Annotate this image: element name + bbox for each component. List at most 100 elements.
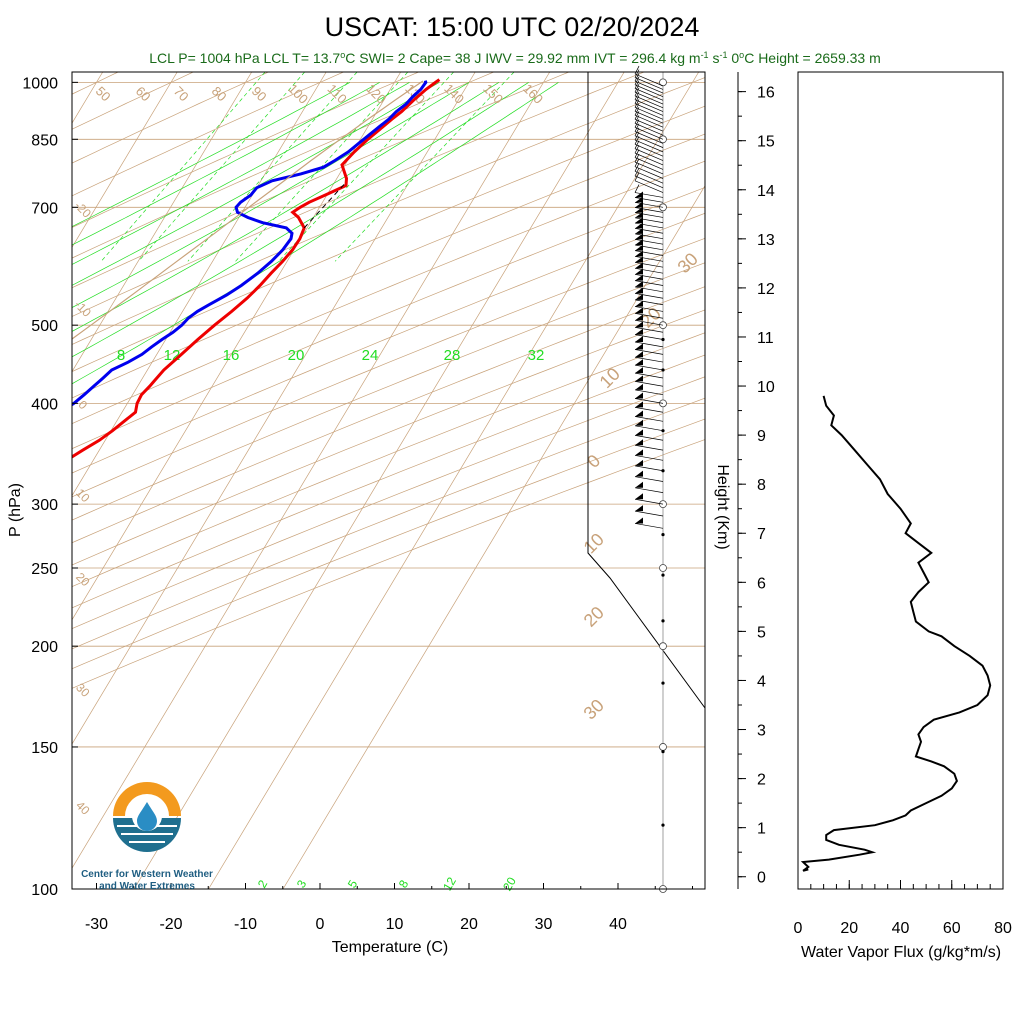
moist-adiabat-line (72, 82, 410, 265)
wind-barb (634, 228, 664, 234)
wind-barb-feather (634, 69, 640, 78)
isotherm-label: 10 (580, 529, 608, 557)
wind-barb (634, 293, 664, 299)
x-tick-label: 40 (609, 916, 627, 933)
wind-barb-feather (634, 103, 640, 112)
mixing-ratio-label: 20 (288, 347, 305, 364)
moist-adiabat-line (72, 82, 559, 385)
height-tick-label: 7 (757, 526, 766, 543)
wind-barb (634, 222, 664, 229)
flux-x-tick-label: 40 (892, 920, 910, 937)
wind-barb-flag (635, 375, 643, 382)
height-tick-label: 6 (757, 575, 766, 592)
wind-barb-flag (635, 217, 643, 224)
wind-barb (634, 144, 664, 157)
wind-barb-flag (635, 343, 643, 350)
wind-barb (634, 95, 664, 109)
wind-barb (634, 327, 664, 333)
wind-barb (634, 161, 664, 175)
wind-barb (634, 381, 664, 387)
dry-adiabat-line (72, 72, 570, 289)
wind-barb (634, 84, 664, 97)
wind-barb-flag (635, 493, 643, 500)
wind-barb (634, 398, 664, 404)
moist-adiabat-line (72, 82, 380, 246)
moist-adiabat-line (72, 82, 440, 286)
flux-x-tick-label: 80 (994, 920, 1012, 937)
skew-t-background-lines (72, 72, 705, 889)
wind-barb-flag (635, 481, 643, 488)
mixing-ratio-line (334, 72, 515, 262)
x-tick-label: -30 (85, 916, 108, 933)
isotherm-label: 120 (363, 81, 389, 107)
wind-barb-flag (635, 335, 643, 342)
y-tick-label: 1000 (22, 75, 58, 92)
height-tick-label: 12 (757, 281, 775, 298)
x-tick-label: -20 (159, 916, 182, 933)
dry-adiabat-line (72, 212, 705, 474)
y-tick-label: 300 (31, 497, 58, 514)
isotherm-label: 50 (93, 83, 114, 104)
wind-barb (634, 239, 664, 245)
wind-level-dot (661, 681, 665, 685)
mixing-ratio-label: 32 (528, 347, 545, 364)
mixing-ratio-label: 28 (444, 347, 461, 364)
wind-barb (634, 157, 664, 170)
wind-barb-flag (635, 196, 643, 203)
wind-barb-flag (635, 392, 643, 399)
height-tick-label: 13 (757, 232, 775, 249)
flux-x-tick-label: 20 (840, 920, 858, 937)
logo-line-2: and Water Extremes (99, 881, 195, 892)
dry-adiabat-line (72, 439, 705, 689)
dry-adiabat-line (72, 354, 705, 609)
mixing-ratio-label: 16 (223, 347, 240, 364)
mixing-ratio-label: 20 (500, 874, 519, 893)
wind-barb-feather (634, 115, 640, 124)
wind-barb (634, 77, 664, 90)
mixing-ratio-line (187, 72, 358, 262)
wind-barb (634, 131, 664, 144)
wind-level-dot (661, 619, 665, 623)
wind-barb (634, 349, 664, 355)
wind-barb (634, 88, 664, 101)
wind-barb-feather (634, 153, 640, 163)
logo-sun-arc (113, 782, 181, 816)
height-tick-label: 14 (757, 183, 775, 200)
wind-barb (634, 372, 664, 379)
wind-barb (634, 123, 664, 136)
wind-barb-flag (635, 206, 643, 213)
wind-barb-feather (634, 107, 640, 116)
dry-adiabat-line (72, 418, 705, 670)
isotherm-line (72, 72, 253, 373)
wind-barb (634, 103, 664, 116)
isotherm-line (72, 72, 551, 869)
wind-barb (634, 197, 664, 203)
adiabat-label: 30 (73, 680, 93, 700)
chart-subtitle: LCL P= 1004 hPa LCL T= 13.7oC SWI= 2 Cap… (149, 50, 881, 66)
isotherm-label: 0 (583, 451, 604, 472)
calm-wind-marker (659, 564, 667, 572)
wind-barb-feather (634, 95, 640, 104)
y-tick-label: 250 (31, 561, 58, 578)
wind-barb (634, 212, 664, 218)
dry-adiabat-line (72, 309, 705, 566)
isotherm-label: 20 (580, 602, 608, 630)
moist-adiabat-line (72, 82, 499, 332)
wind-barb-flag (635, 359, 643, 366)
height-tick-label: 1 (757, 821, 766, 838)
adiabat-label: 20 (73, 570, 93, 590)
dry-adiabat-line (72, 77, 705, 345)
isotherm-label: 60 (133, 83, 154, 104)
inversion-marker (303, 182, 346, 229)
wind-barb (634, 139, 664, 153)
wind-barb-flag (635, 517, 643, 524)
wind-barbs (634, 65, 667, 893)
wind-barb-flag (635, 238, 643, 245)
height-tick-label: 5 (757, 624, 766, 641)
isotherm-line (72, 72, 104, 124)
wind-barb-flag (635, 419, 643, 426)
wind-barb-flag (635, 244, 643, 251)
wind-barb (634, 299, 664, 306)
dry-adiabat-line (72, 72, 269, 164)
